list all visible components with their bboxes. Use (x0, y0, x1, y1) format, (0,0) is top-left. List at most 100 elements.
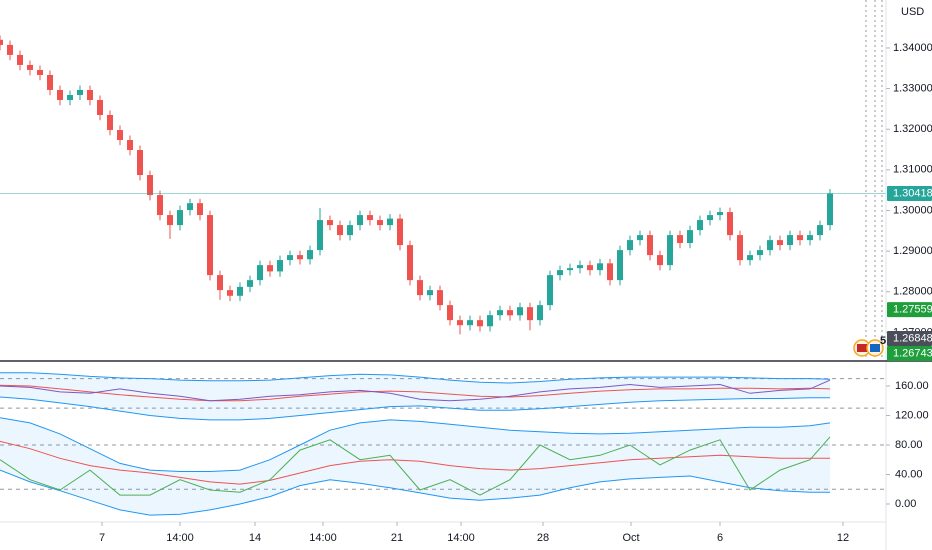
candle-body (287, 255, 293, 261)
indicator-line (0, 379, 831, 402)
candle-body (77, 89, 83, 95)
candle-body (277, 260, 283, 272)
x-tick-label: 14:00 (166, 532, 194, 544)
candle-body (747, 255, 753, 261)
candle-body (557, 270, 563, 276)
candle-body (47, 74, 53, 90)
candle-body (147, 175, 153, 196)
candle-body (407, 245, 413, 281)
y-tick-label: 80.00 (895, 439, 923, 451)
price-tag (887, 346, 932, 362)
candle-body (577, 265, 583, 269)
candle-body (297, 255, 303, 260)
candle-body (387, 218, 393, 226)
candle-body (637, 235, 643, 241)
candle-body (497, 310, 503, 316)
y-tick-label: 120.00 (895, 409, 929, 421)
event-flags[interactable] (853, 339, 884, 357)
indicator-line (0, 384, 831, 402)
candle-body (817, 225, 823, 236)
candle-body (717, 212, 723, 216)
flag-icon-fill (870, 344, 880, 352)
currency-box (896, 3, 926, 21)
x-tick-label: 14:00 (309, 532, 337, 544)
candle-body (417, 280, 423, 296)
indicator-line (0, 396, 830, 421)
candle-body (167, 215, 173, 226)
x-tick-label: 7 (99, 532, 105, 544)
band-fill (0, 417, 830, 516)
indicator-line (0, 372, 831, 384)
indicator-line (0, 436, 831, 496)
candle-body (657, 255, 663, 266)
price-tag-label: 1.26848 (893, 332, 932, 344)
x-tick-label: 14:00 (447, 532, 475, 544)
indicator-line (0, 469, 830, 516)
y-tick-label: 160.00 (895, 380, 929, 392)
y-tick-label: 1.30000 (893, 204, 932, 216)
candle-body (757, 250, 763, 256)
candle-body (537, 305, 543, 321)
price-tag (887, 302, 932, 318)
band-fill (0, 372, 830, 420)
candle-body (707, 215, 713, 221)
candle-body (477, 320, 483, 327)
flag-icon-fill (857, 344, 867, 352)
candle-body (97, 99, 103, 115)
candle-body (37, 69, 43, 75)
price-pane (0, 35, 886, 335)
x-tick-label: 12 (837, 532, 849, 544)
candle-body (157, 195, 163, 216)
x-tick-label: 28 (537, 532, 549, 544)
candle-body (347, 225, 353, 236)
y-tick-label: 1.32000 (893, 123, 932, 135)
x-tick-label: 6 (717, 532, 723, 544)
y-tick-label: 40.00 (895, 468, 923, 480)
candle-body (217, 275, 223, 291)
candle-body (237, 286, 243, 296)
candle-body (437, 290, 443, 306)
candle-body (17, 54, 23, 65)
candle-body (337, 225, 343, 236)
candle-body (247, 280, 253, 287)
candle-body (467, 320, 473, 326)
candle-body (597, 263, 603, 271)
indicator-pane (0, 372, 886, 516)
candle-body (207, 215, 213, 276)
candle-body (187, 203, 193, 211)
candle-body (647, 235, 653, 256)
candle-body (427, 290, 433, 296)
candle-body (327, 220, 333, 226)
price-tag (887, 185, 932, 201)
event-count: 5 (880, 335, 886, 347)
candle-body (517, 307, 523, 316)
candle-body (567, 268, 573, 271)
candle-body (827, 193, 833, 226)
candle-body (737, 235, 743, 261)
candle-body (697, 220, 703, 231)
candle-body (617, 250, 623, 281)
candle-body (177, 210, 183, 226)
candle-body (107, 114, 113, 131)
candle-body (677, 235, 683, 243)
candle-body (307, 250, 313, 260)
indicator-line (0, 417, 831, 472)
candle-body (127, 140, 133, 151)
y-tick-label: 0.00 (895, 498, 916, 510)
price-tag (887, 331, 932, 347)
candle-body (397, 218, 403, 246)
candle-body (457, 320, 463, 326)
candle-body (527, 307, 533, 321)
candle-body (487, 315, 493, 327)
currency-label: USD (901, 6, 924, 18)
candle-body (357, 215, 363, 226)
x-tick-label: 21 (391, 532, 403, 544)
price-tag-label: 1.26743 (893, 347, 932, 359)
candle-body (377, 220, 383, 226)
candle-body (7, 44, 13, 55)
candle-body (87, 89, 93, 100)
candle-body (67, 94, 73, 100)
candle-body (587, 265, 593, 271)
y-tick-label: 1.31000 (893, 164, 932, 176)
